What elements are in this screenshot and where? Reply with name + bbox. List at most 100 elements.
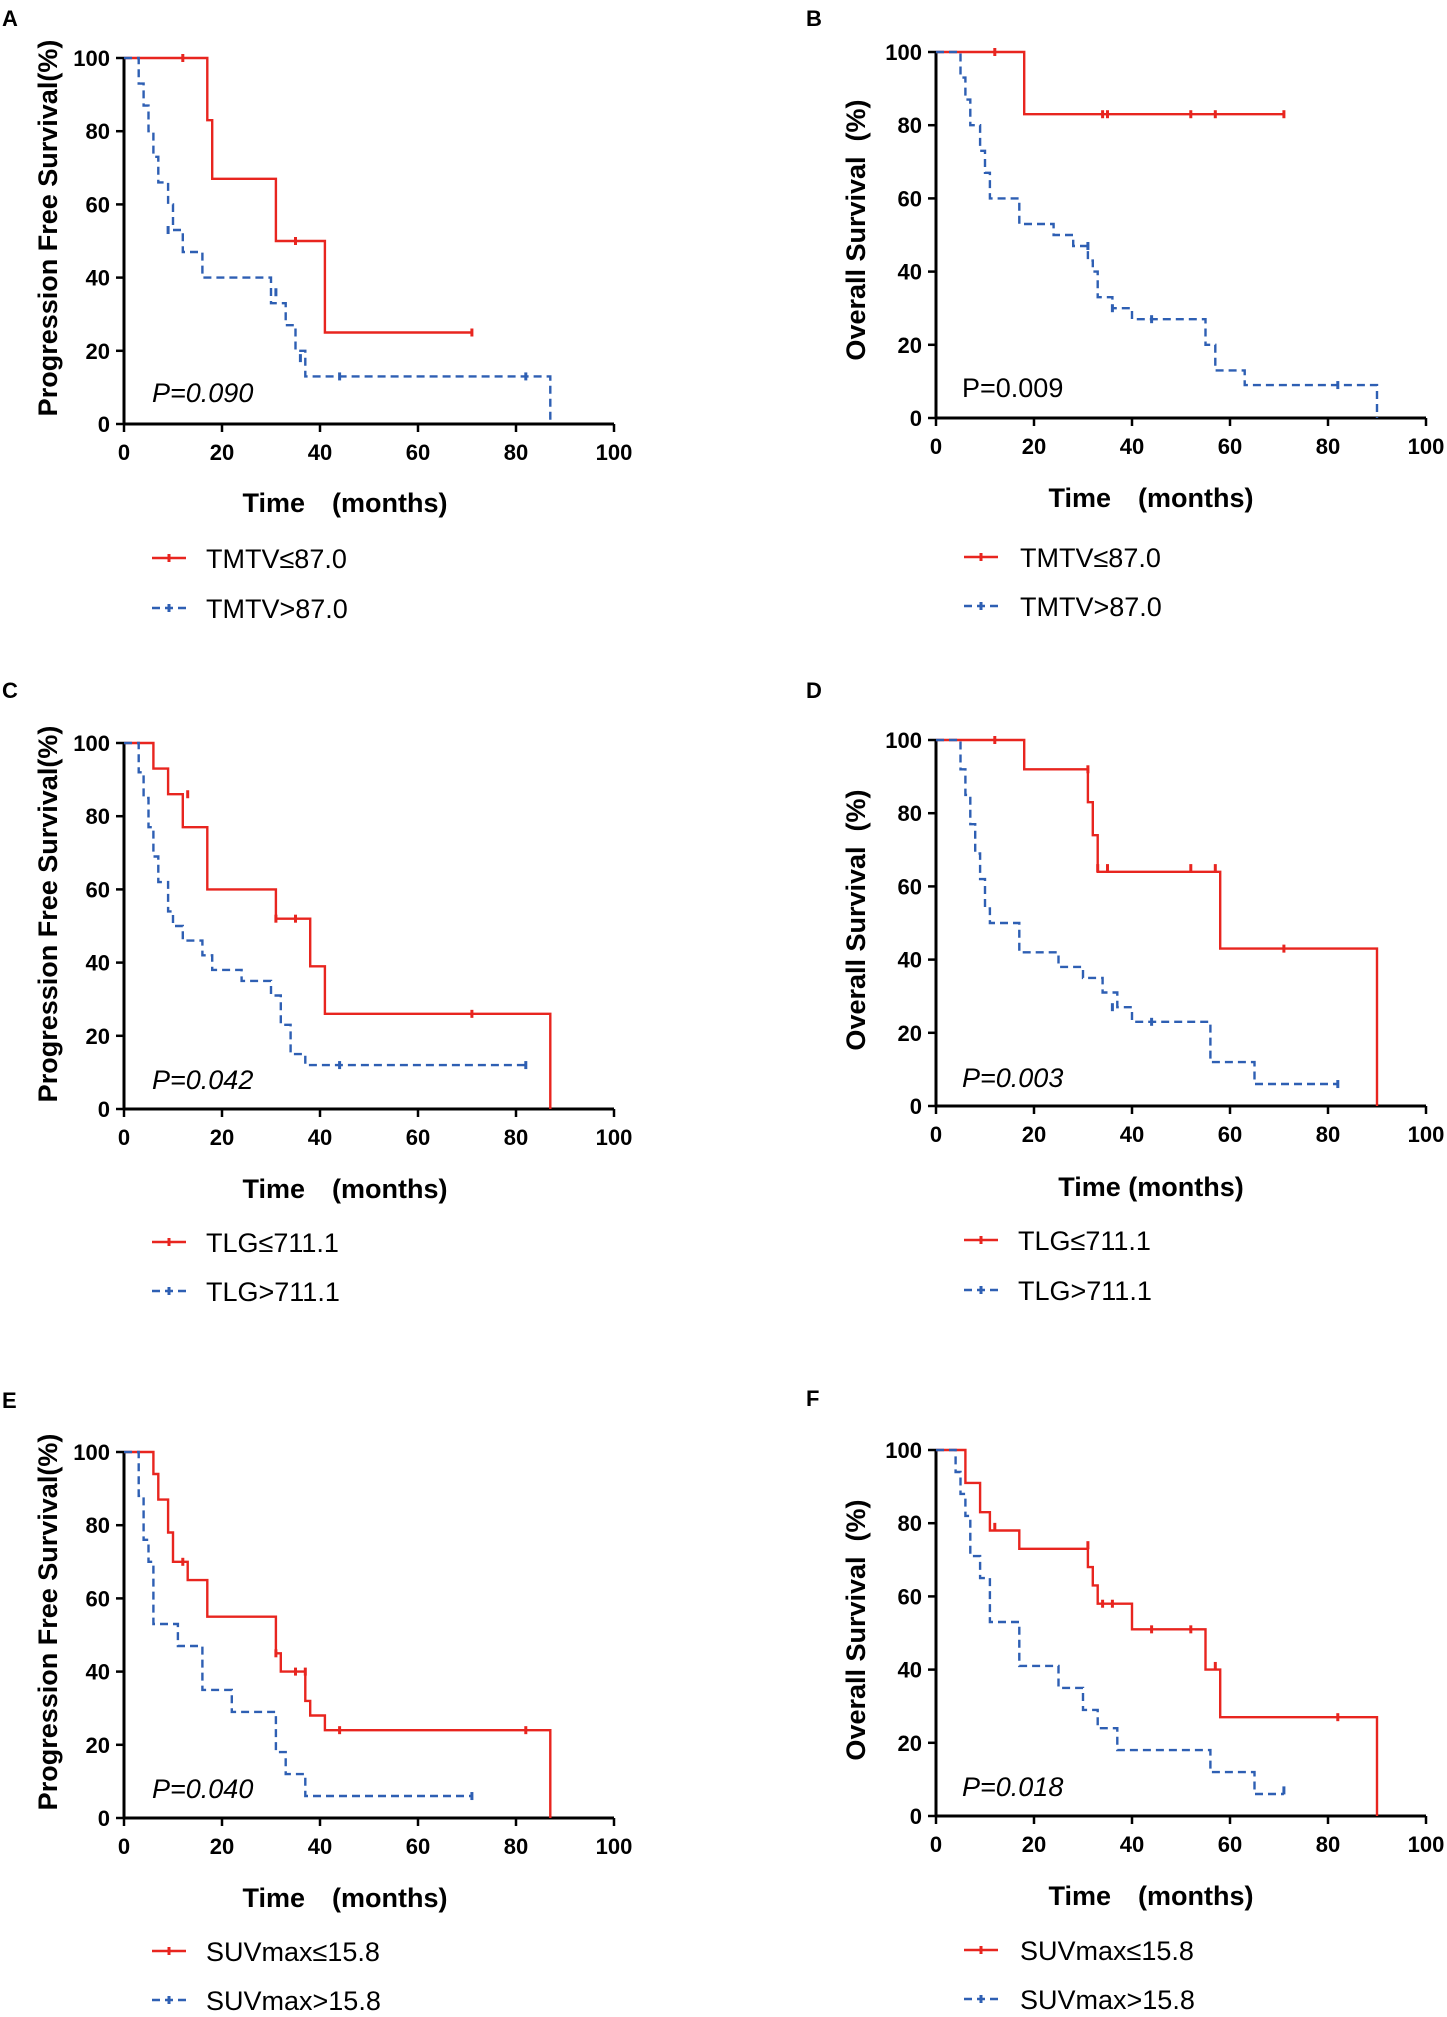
legend-label-high: SUVmax>15.8 [1020,1985,1195,2015]
y-tick-label: 60 [898,186,922,211]
y-axis-title: Overall Survival (%) [841,99,871,360]
x-tick-label: 0 [118,1125,130,1150]
legend-label-low: TLG≤711.1 [1018,1226,1151,1256]
km-plot: 0 20 40 60 80 100 0 20 40 60 80 100 [885,728,1444,1147]
survival-curve-high [124,741,526,1067]
legend: TLG≤711.1 TLG>711.1 [964,1226,1152,1306]
y-tick-label: 20 [86,339,110,364]
x-tick-label: 20 [210,1125,234,1150]
x-tick-label: 20 [1022,1122,1046,1147]
y-tick-label: 80 [898,801,922,826]
y-tick-label: 20 [898,1731,922,1756]
y-tick-label: 40 [898,948,922,973]
y-tick-label: 0 [98,412,110,437]
panel-f: F Overall Survival (%) Time (months) P=0… [806,1386,1444,2015]
survival-curve-low [124,1450,552,1818]
x-tick-label: 20 [1022,1832,1046,1857]
x-axis-title: Time (months) [242,1883,447,1913]
y-tick-label: 0 [98,1806,110,1831]
legend-entry-low: TMTV≤87.0 [964,543,1161,573]
x-tick-label: 80 [1316,1832,1340,1857]
x-axis-title: Time (months) [1048,483,1253,513]
legend-entry-low: TLG≤711.1 [964,1226,1151,1256]
y-tick-label: 80 [86,119,110,144]
legend-entry-low: SUVmax≤15.8 [152,1937,380,1967]
legend: TMTV≤87.0 TMTV>87.0 [152,544,348,624]
legend-label-low: TLG≤711.1 [206,1228,339,1258]
x-tick-label: 40 [308,1834,332,1859]
y-tick-label: 60 [898,1584,922,1609]
y-tick-label: 40 [86,951,110,976]
y-tick-label: 0 [910,406,922,431]
survival-curve-low [936,1448,1379,1816]
x-tick-label: 100 [1408,434,1445,459]
y-tick-label: 40 [86,1660,110,1685]
legend-label-high: TMTV>87.0 [206,594,348,624]
legend-label-low: SUVmax≤15.8 [206,1937,380,1967]
survival-curve-high [936,1448,1284,1796]
y-tick-label: 100 [885,728,922,753]
x-tick-label: 20 [210,1834,234,1859]
legend-entry-low: SUVmax≤15.8 [964,1936,1194,1966]
panel-d: D Overall Survival (%) Time (months) P=0… [806,678,1444,1306]
legend: SUVmax≤15.8 SUVmax>15.8 [152,1937,381,2016]
x-axis-title: Time (months) [1048,1881,1253,1911]
x-tick-label: 40 [1120,1122,1144,1147]
legend-entry-high: TLG>711.1 [152,1277,340,1307]
x-axis-title: Time (months) [242,1174,447,1204]
p-value: P=0.090 [152,378,253,408]
legend-entry-high: TLG>711.1 [964,1276,1152,1306]
x-tick-label: 80 [504,1125,528,1150]
y-tick-label: 100 [73,46,110,71]
legend: TMTV≤87.0 TMTV>87.0 [964,543,1162,622]
x-tick-label: 100 [596,1834,633,1859]
survival-curve-high [124,1450,472,1798]
legend: SUVmax≤15.8 SUVmax>15.8 [964,1936,1195,2015]
km-plot: 0 20 40 60 80 100 0 20 40 60 80 100 [885,1438,1444,1857]
panel-e: E Progression Free Survival(%) Time (mon… [2,1388,632,2016]
x-tick-label: 100 [1408,1122,1445,1147]
survival-curve-high [936,738,1338,1086]
y-tick-label: 0 [910,1094,922,1119]
x-tick-label: 20 [210,440,234,465]
survival-curve-low [936,738,1379,1106]
survival-curve-high [936,50,1379,418]
x-tick-label: 100 [1408,1832,1445,1857]
legend-entry-high: SUVmax>15.8 [152,1986,381,2016]
y-tick-label: 60 [86,192,110,217]
y-axis-title: Overall Survival (%) [841,1499,871,1760]
y-tick-label: 80 [86,804,110,829]
km-plot: 0 20 40 60 80 100 0 20 40 60 80 100 [73,46,632,465]
survival-curve-low [936,50,1284,116]
x-tick-label: 80 [1316,434,1340,459]
y-tick-label: 40 [86,266,110,291]
p-value: P=0.009 [962,373,1063,403]
legend-label-low: SUVmax≤15.8 [1020,1936,1194,1966]
p-value: P=0.003 [962,1063,1063,1093]
legend-label-high: TLG>711.1 [1018,1276,1152,1306]
legend: TLG≤711.1 TLG>711.1 [152,1228,340,1307]
km-plot: 0 20 40 60 80 100 0 20 40 60 80 100 [885,40,1444,459]
x-tick-label: 60 [406,1125,430,1150]
x-tick-label: 80 [1316,1122,1340,1147]
legend-label-high: TMTV>87.0 [1020,592,1162,622]
legend-entry-low: TMTV≤87.0 [152,544,347,574]
y-axis-title: Progression Free Survival(%) [33,1434,63,1811]
y-tick-label: 80 [86,1513,110,1538]
x-tick-label: 80 [504,440,528,465]
panel-letter-f: F [806,1386,819,1411]
y-tick-label: 80 [898,1511,922,1536]
km-plot: 0 20 40 60 80 100 0 20 40 60 80 100 [73,731,632,1150]
x-tick-label: 60 [1218,1832,1242,1857]
panel-letter-e: E [2,1388,17,1413]
y-tick-label: 20 [898,1021,922,1046]
km-plot: 0 20 40 60 80 100 0 20 40 60 80 100 [73,1440,632,1859]
x-tick-label: 0 [118,440,130,465]
y-axis-title: Overall Survival (%) [841,789,871,1050]
x-tick-label: 20 [1022,434,1046,459]
x-tick-label: 0 [930,434,942,459]
x-tick-label: 100 [596,440,633,465]
x-tick-label: 40 [308,1125,332,1150]
x-tick-label: 60 [406,440,430,465]
